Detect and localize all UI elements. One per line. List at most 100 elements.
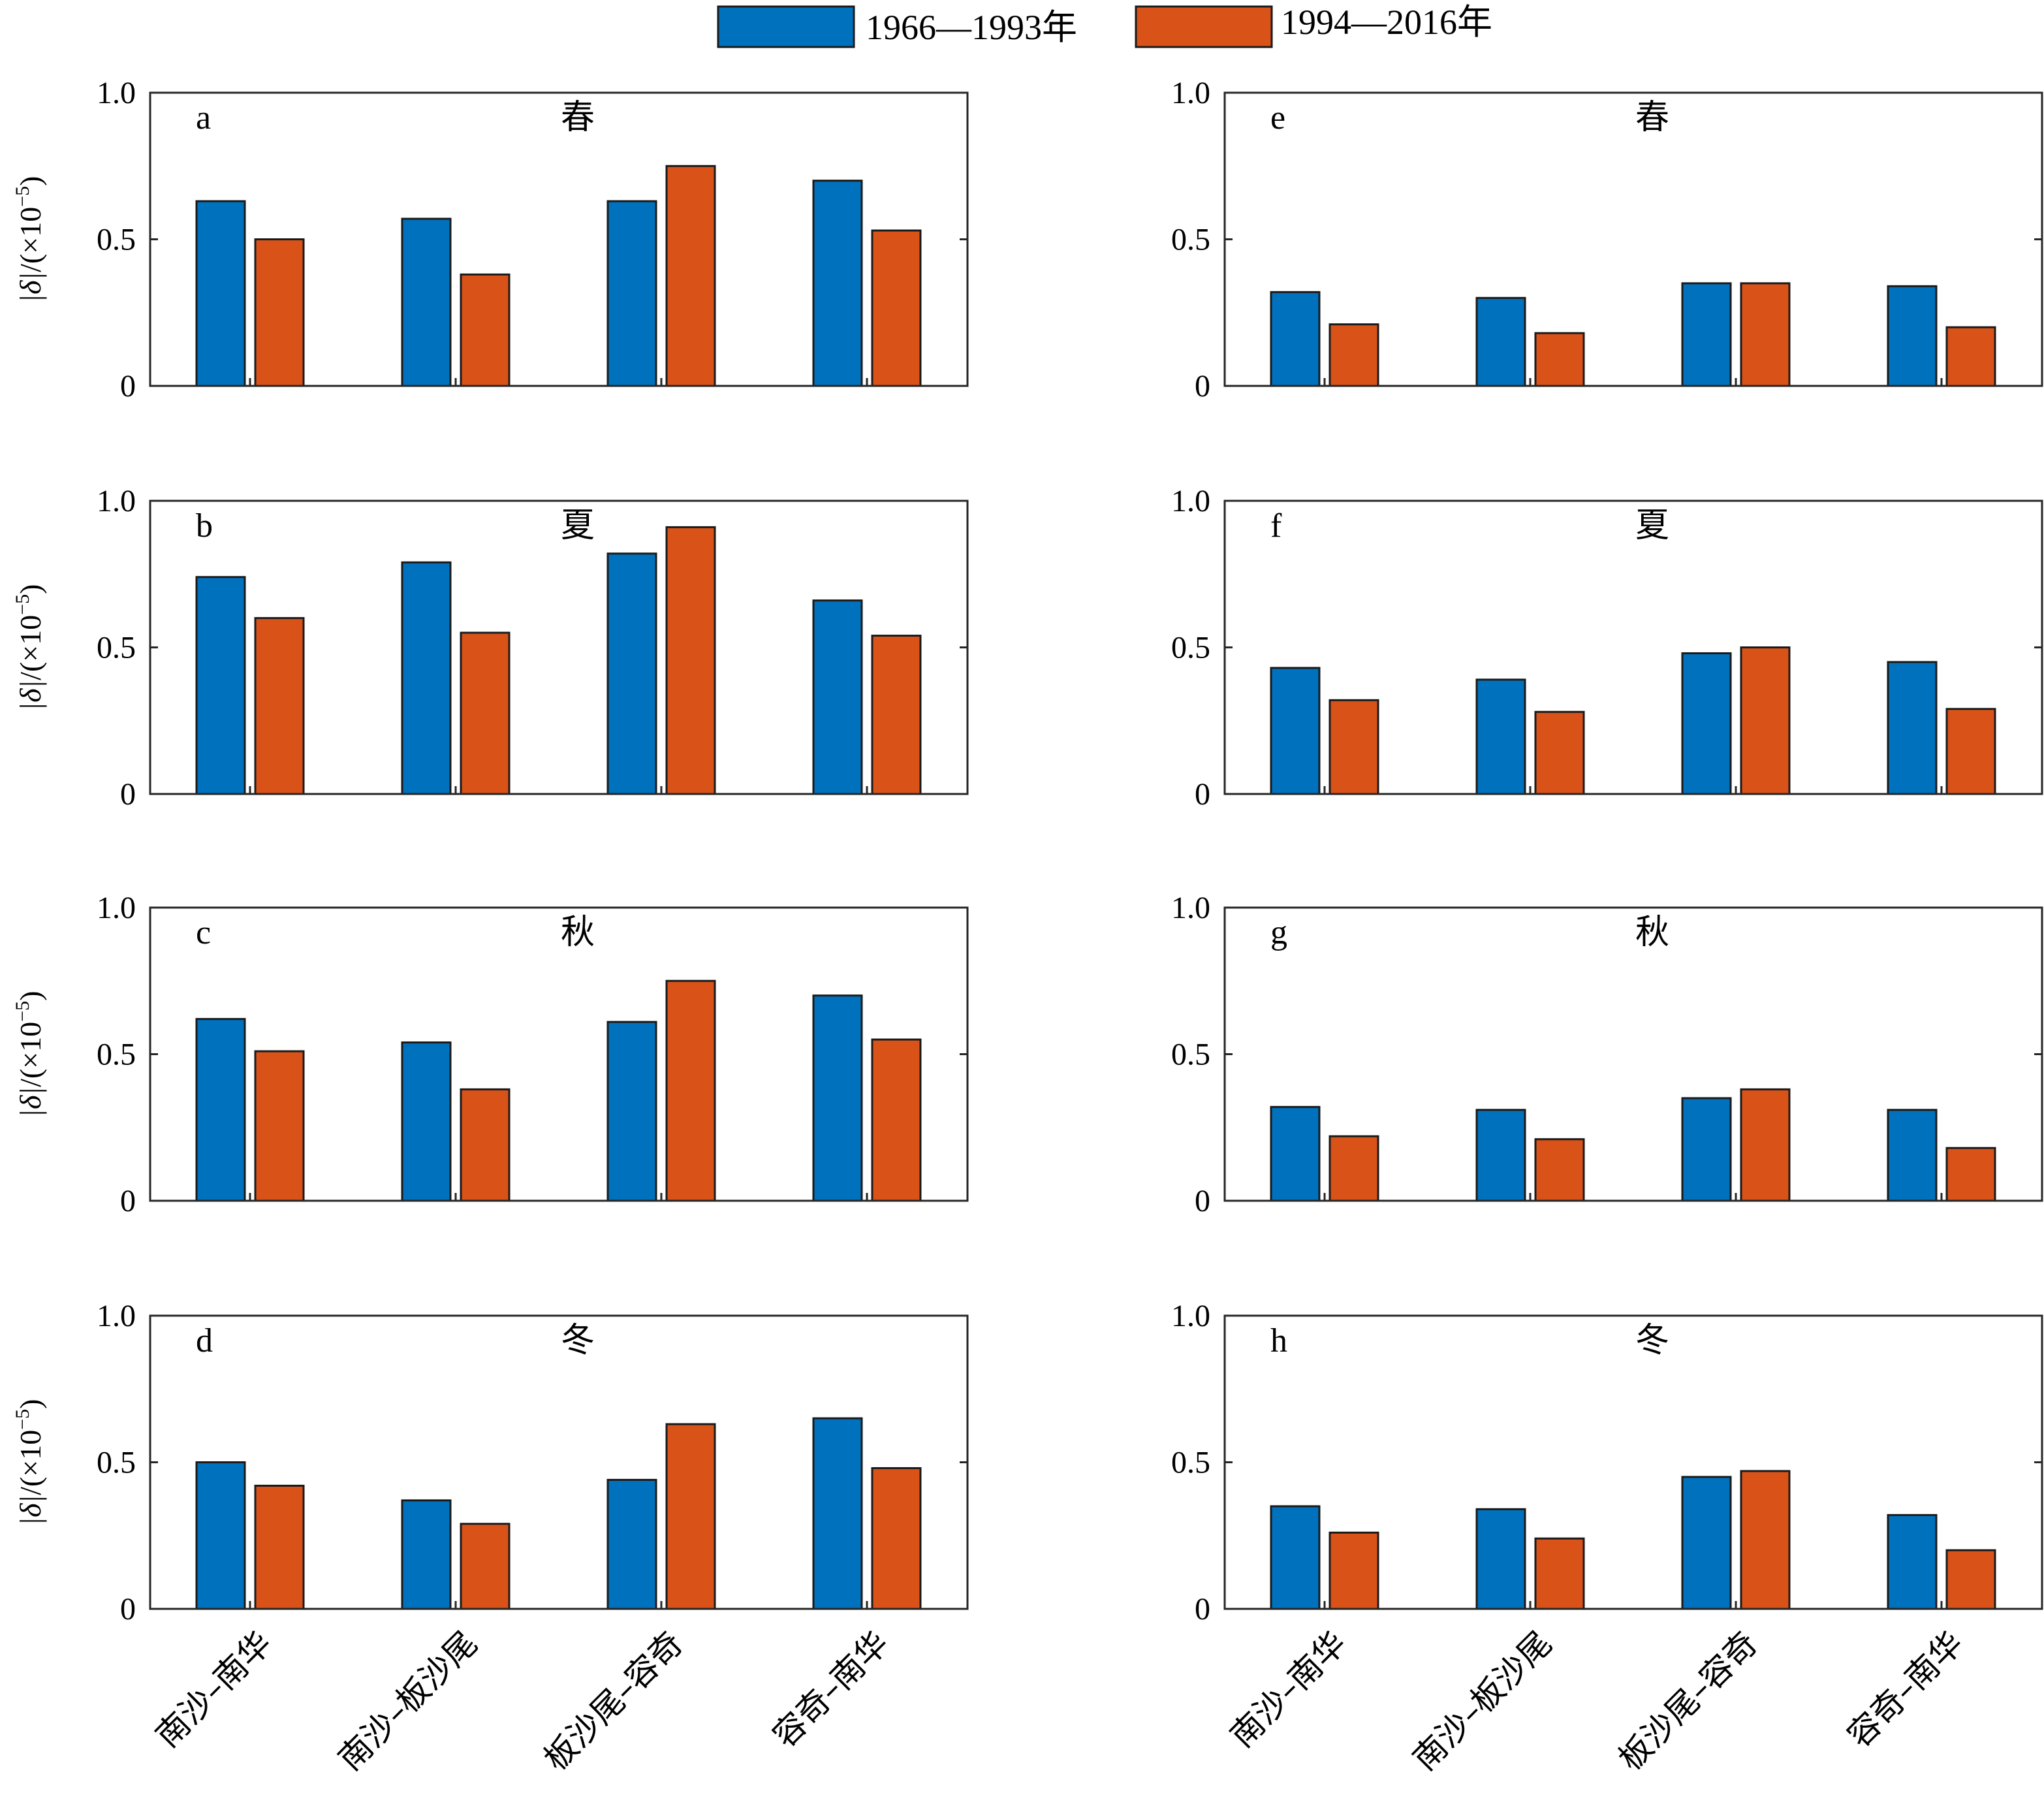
bar-a-s2-c2 [460,273,511,387]
panel-f: 0 0.5 1.0 f 夏 [1171,484,2043,812]
ylabel-exponent: −5 [12,594,33,615]
ytick-label-d-2: 1.0 [97,1299,136,1333]
ylabel-suffix: ) [14,176,47,186]
bar-g-s1-c3 [1681,1097,1732,1202]
panel-season-d: 冬 [561,1321,595,1360]
bar-g-s2-c3 [1740,1088,1791,1202]
bar-g-s2-c4 [1945,1147,1996,1202]
ylabel-a: |δ|/(×10−5) [12,176,47,303]
panel-letter-d: d [196,1322,213,1359]
ytick-label-a-1: 0.5 [97,223,136,257]
ylabel-prefix: /(×10 [14,615,47,680]
bar-e-s2-c3 [1740,282,1791,387]
panel-season-e: 春 [1635,98,1669,137]
bar-h-s2-c3 [1740,1470,1791,1610]
bar-b-s1-c4 [812,599,863,795]
bar-c-s2-c3 [665,979,716,1202]
legend: 1966—1993年 1994—2016年 [717,3,1492,48]
bar-e-s2-c4 [1945,326,1996,387]
category-label-d-2: 南沙–板沙尾 [331,1624,484,1777]
panel-d: 0 0.5 1.0 d 冬 |δ|/(×10−5) 南沙–南华 南沙–板沙尾 板沙尾–容奇 容奇–… [12,1299,969,1778]
bar-f-s2-c1 [1329,699,1379,795]
ylabel-exponent: −5 [12,1001,33,1022]
category-label-h-4: 容奇–南华 [1840,1624,1970,1754]
bar-a-s2-c3 [665,165,716,387]
bar-d-s2-c3 [665,1423,716,1610]
ytick-label-d-1: 0.5 [97,1446,136,1480]
category-label-h-2: 南沙–板沙尾 [1406,1624,1559,1777]
bar-e-s2-c1 [1329,323,1379,387]
bar-f-s1-c1 [1270,667,1321,795]
ylabel-suffix: ) [14,1399,47,1409]
ytick-label-g-0: 0 [1195,1184,1210,1218]
panel-letter-b: b [196,507,213,545]
ylabel-abs: |δ| [14,1495,47,1526]
bar-f-s1-c3 [1681,652,1732,795]
bar-d-s2-c1 [254,1484,305,1610]
bar-h-s1-c2 [1475,1508,1526,1610]
bar-e-s2-c2 [1534,332,1585,387]
bar-f-s2-c4 [1945,708,1996,795]
bar-c-s1-c2 [401,1041,452,1202]
panel-c: 0 0.5 1.0 c 秋 |δ|/(×10−5) [12,891,969,1218]
bar-c-s1-c4 [812,994,863,1202]
ytick-label-d-0: 0 [120,1592,136,1626]
bar-g-s2-c2 [1534,1138,1585,1202]
panel-season-f: 夏 [1635,506,1669,545]
panel-season-h: 冬 [1635,1321,1669,1360]
bar-g-s1-c1 [1270,1105,1321,1202]
ytick-label-c-1: 0.5 [97,1038,136,1072]
bar-a-s1-c3 [606,200,657,387]
bar-c-s2-c2 [460,1088,511,1202]
bar-f-s1-c2 [1475,678,1526,795]
bar-h-s1-c3 [1681,1476,1732,1610]
ylabel-abs: |δ| [14,680,47,711]
bar-c-s2-c1 [254,1050,305,1202]
panel-g: 0 0.5 1.0 g 秋 [1171,891,2043,1218]
ylabel-c: |δ|/(×10−5) [12,991,47,1118]
ytick-label-f-0: 0 [1195,777,1210,812]
panel-letter-f: f [1270,507,1282,545]
ytick-label-a-0: 0 [120,369,136,404]
bar-h-s2-c2 [1534,1537,1585,1610]
bar-b-s2-c1 [254,617,305,795]
bar-a-s1-c1 [195,200,246,387]
bar-h-s1-c4 [1887,1514,1938,1610]
ytick-label-g-1: 0.5 [1171,1038,1210,1072]
bar-h-s2-c1 [1329,1531,1379,1610]
panel-season-c: 秋 [561,913,595,952]
ylabel-prefix: /(×10 [14,207,47,272]
bar-d-s1-c2 [401,1499,452,1610]
ylabel-suffix: ) [14,991,47,1001]
ylabel-abs: |δ| [14,1087,47,1118]
category-label-d-4: 容奇–南华 [765,1624,896,1754]
ytick-label-c-2: 1.0 [97,891,136,925]
panel-letter-a: a [196,99,211,136]
panel-b: 0 0.5 1.0 b 夏 |δ|/(×10−5) [12,484,969,812]
bar-c-s1-c3 [606,1021,657,1202]
category-label-d-3: 板沙尾–容奇 [537,1624,690,1777]
panel-season-b: 夏 [561,506,595,545]
ylabel-suffix: ) [14,584,47,594]
ytick-label-c-0: 0 [120,1184,136,1218]
ylabel-prefix: /(×10 [14,1022,47,1087]
category-label-d-1: 南沙–南华 [148,1624,279,1754]
ylabel-prefix: /(×10 [14,1430,47,1495]
panel-letter-c: c [196,914,211,951]
ytick-label-e-2: 1.0 [1171,76,1210,110]
bar-f-s2-c2 [1534,710,1585,795]
bar-f-s2-c3 [1740,646,1791,795]
legend-swatch-1 [717,5,855,48]
panel-season-a: 春 [561,98,595,137]
bar-b-s1-c3 [606,552,657,795]
bar-b-s1-c2 [401,561,452,795]
bar-a-s1-c2 [401,217,452,387]
panel-a: 0 0.5 1.0 a 春 |δ|/(×10−5) [12,76,969,404]
ytick-label-e-0: 0 [1195,369,1210,404]
bar-b-s2-c4 [871,635,922,795]
bar-e-s1-c2 [1475,296,1526,387]
bar-a-s2-c1 [254,238,305,387]
bar-c-s1-c1 [195,1018,246,1202]
panels: 00.51.0a 春|δ|/(×10−5)00.51.0b 夏|δ|/(×10−5)… [12,76,2043,1778]
ytick-label-e-1: 0.5 [1171,223,1210,257]
